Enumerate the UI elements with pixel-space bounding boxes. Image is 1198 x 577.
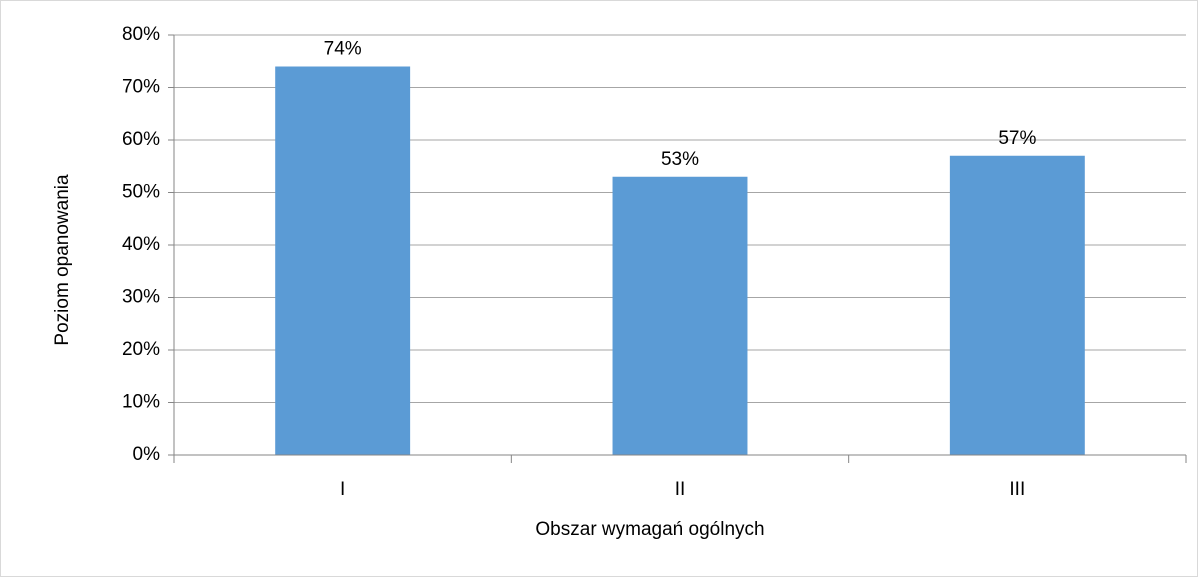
value-label: 53% (661, 149, 699, 170)
bar (275, 66, 411, 455)
y-tick-label: 40% (122, 234, 160, 255)
y-tick-label: 50% (122, 182, 160, 203)
y-tick-label: 60% (122, 129, 160, 150)
x-tick-label: II (675, 479, 686, 500)
y-tick-label: 0% (133, 444, 161, 465)
y-tick-label: 80% (122, 24, 160, 45)
y-tick-label: 20% (122, 339, 160, 360)
y-tick-label: 30% (122, 287, 160, 308)
value-label: 57% (998, 128, 1036, 149)
value-label: 74% (324, 39, 362, 60)
y-tick-label: 70% (122, 77, 160, 98)
bar (949, 155, 1085, 455)
bar (612, 176, 748, 455)
x-tick-label: III (1009, 479, 1025, 500)
x-axis-title: Obszar wymagań ogólnych (535, 519, 764, 540)
x-tick-label: I (340, 479, 345, 500)
y-tick-label: 10% (122, 392, 160, 413)
y-axis-title: Poziom opanowania (52, 174, 73, 346)
